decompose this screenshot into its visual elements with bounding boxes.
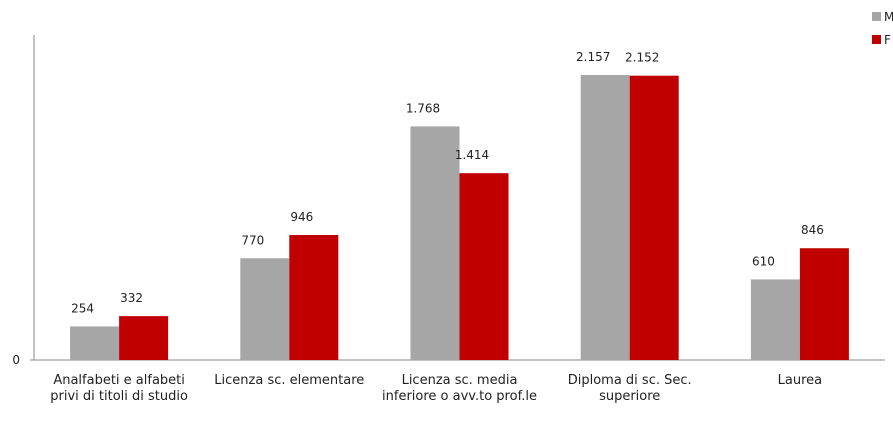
bar	[70, 326, 120, 360]
legend-label: M	[884, 10, 893, 24]
value-label: 946	[290, 210, 313, 224]
bar	[799, 248, 849, 360]
value-label: 254	[71, 301, 94, 315]
value-label: 770	[241, 233, 264, 247]
x-tick-label: Licenza sc. media inferiore o avv.to pro…	[382, 373, 537, 404]
y-tick-label: 0	[12, 353, 20, 367]
bar	[410, 126, 460, 361]
bar	[629, 75, 679, 361]
legend-label: F	[884, 33, 891, 47]
value-label: 846	[801, 223, 824, 237]
bar	[459, 173, 509, 360]
x-tick-label: Licenza sc. elementare	[214, 373, 365, 388]
bar	[289, 235, 339, 360]
bar	[580, 75, 630, 360]
bar	[240, 258, 290, 360]
legend-swatch	[872, 12, 881, 21]
value-label: 610	[752, 254, 775, 268]
value-label: 2.157	[576, 50, 610, 64]
bar	[119, 316, 169, 360]
x-tick-label: Laurea	[777, 373, 823, 388]
x-tick-label: Diploma di sc. Sec. superiore	[567, 373, 692, 404]
value-label: 2.152	[625, 51, 659, 65]
legend-swatch	[872, 35, 881, 44]
bar	[750, 279, 800, 360]
value-label: 332	[120, 291, 143, 305]
value-label: 1.414	[455, 148, 489, 162]
x-tick-label: Analfabeti e alfabeti privi di titoli di…	[50, 373, 188, 404]
value-label: 1.768	[406, 101, 440, 115]
